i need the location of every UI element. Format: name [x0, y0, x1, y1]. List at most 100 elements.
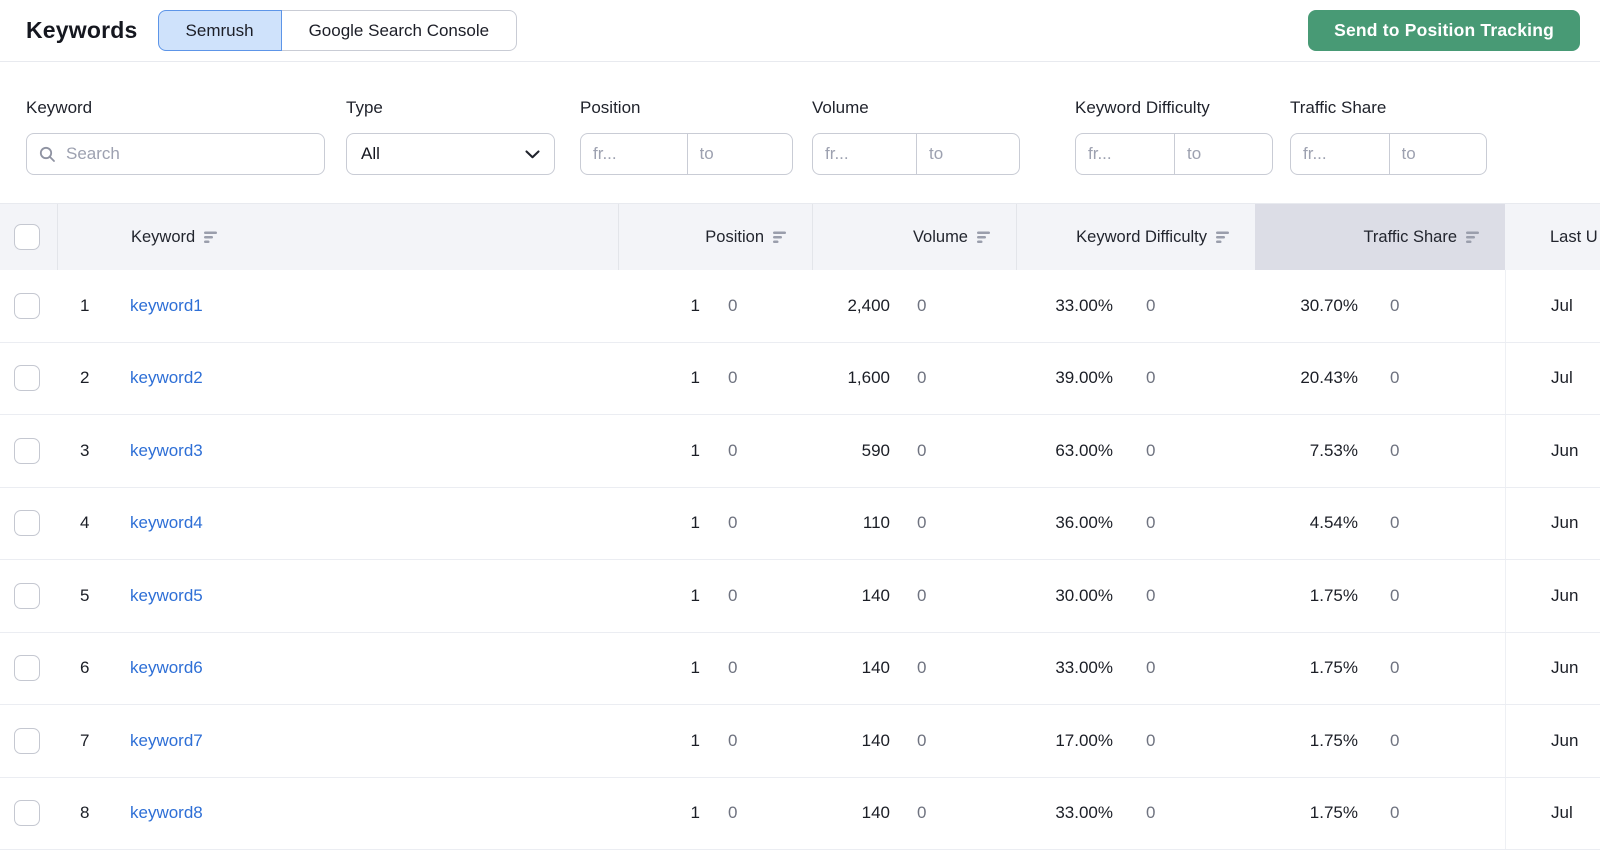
- row-checkbox-cell: [0, 778, 57, 850]
- keyword-link[interactable]: keyword1: [130, 295, 203, 315]
- volume-cell: 590 0: [812, 415, 1016, 487]
- keyword-link[interactable]: keyword3: [130, 440, 203, 460]
- table-row: 2 keyword2 1 0 1,600 0 39.00% 0 20.43% 0…: [0, 342, 1600, 415]
- search-icon: [39, 146, 55, 162]
- sort-icon[interactable]: [204, 231, 219, 244]
- tab-google-search-console[interactable]: Google Search Console: [281, 10, 518, 51]
- keyword-difficulty-diff: 0: [1146, 803, 1156, 823]
- filter-keyword-label: Keyword: [26, 98, 93, 117]
- position-to-input[interactable]: [686, 134, 792, 174]
- column-header-traffic-share[interactable]: Traffic Share: [1255, 204, 1505, 270]
- source-tabs: Semrush Google Search Console: [157, 10, 518, 51]
- volume-diff: 0: [917, 368, 927, 388]
- row-checkbox[interactable]: [14, 510, 40, 537]
- traffic-share-from-input[interactable]: [1291, 134, 1389, 174]
- column-header-keyword-difficulty[interactable]: Keyword Difficulty: [1016, 204, 1255, 270]
- keyword-difficulty-value: 17.00%: [1055, 730, 1113, 750]
- traffic-share-cell: 1.75% 0: [1255, 778, 1505, 850]
- last-update-cell: Jul: [1505, 270, 1600, 342]
- keyword-difficulty-cell: 30.00% 0: [1016, 560, 1255, 632]
- keyword-search-box: [26, 133, 325, 175]
- position-cell: 1 0: [618, 270, 812, 342]
- position-diff: 0: [728, 803, 738, 823]
- keyword-link[interactable]: keyword2: [130, 368, 203, 388]
- keyword-cell: 7 keyword7: [57, 705, 618, 777]
- volume-cell: 110 0: [812, 488, 1016, 560]
- row-checkbox-cell: [0, 633, 57, 705]
- sort-icon[interactable]: [1466, 231, 1481, 244]
- select-all-checkbox[interactable]: [14, 224, 40, 250]
- sort-icon[interactable]: [773, 231, 788, 244]
- position-cell: 1 0: [618, 778, 812, 850]
- traffic-share-to-input[interactable]: [1388, 134, 1486, 174]
- row-index: 7: [80, 730, 90, 750]
- chevron-down-icon: [525, 149, 540, 158]
- table-row: 6 keyword6 1 0 140 0 33.00% 0 1.75% 0 Ju…: [0, 632, 1600, 705]
- row-checkbox[interactable]: [14, 365, 40, 392]
- sort-icon[interactable]: [1216, 231, 1231, 244]
- volume-to-input[interactable]: [916, 134, 1019, 174]
- keyword-link[interactable]: keyword8: [130, 803, 203, 823]
- last-update-cell: Jul: [1505, 342, 1600, 414]
- filter-position-label: Position: [580, 98, 641, 117]
- volume-value: 140: [861, 803, 890, 823]
- traffic-share-cell: 7.53% 0: [1255, 415, 1505, 487]
- type-select[interactable]: All: [346, 133, 555, 175]
- column-header-last-update[interactable]: Last U: [1550, 227, 1598, 246]
- volume-diff: 0: [917, 730, 927, 750]
- keyword-cell: 4 keyword4: [57, 488, 618, 560]
- volume-value: 590: [861, 440, 890, 460]
- position-cell: 1 0: [618, 415, 812, 487]
- traffic-share-cell: 20.43% 0: [1255, 343, 1505, 415]
- keyword-difficulty-from-input[interactable]: [1076, 134, 1174, 174]
- position-from-input[interactable]: [581, 134, 687, 174]
- row-checkbox[interactable]: [14, 800, 40, 827]
- position-cell: 1 0: [618, 705, 812, 777]
- keyword-difficulty-to-input[interactable]: [1174, 134, 1272, 174]
- keyword-cell: 2 keyword2: [57, 343, 618, 415]
- table-row: 5 keyword5 1 0 140 0 30.00% 0 1.75% 0 Ju…: [0, 560, 1600, 633]
- traffic-share-diff: 0: [1390, 295, 1400, 315]
- keyword-link[interactable]: keyword6: [130, 658, 203, 678]
- column-header-keyword[interactable]: Keyword: [57, 204, 618, 270]
- keyword-difficulty-value: 36.00%: [1055, 513, 1113, 533]
- row-index: 2: [80, 368, 90, 388]
- keyword-link[interactable]: keyword7: [130, 730, 203, 750]
- last-update-cell: Jun: [1505, 632, 1600, 704]
- keyword-link[interactable]: keyword4: [130, 513, 203, 533]
- column-header-position[interactable]: Position: [618, 204, 812, 270]
- traffic-share-diff: 0: [1390, 658, 1400, 678]
- volume-cell: 2,400 0: [812, 270, 1016, 342]
- traffic-share-value: 4.54%: [1309, 513, 1358, 533]
- row-checkbox[interactable]: [14, 437, 40, 464]
- filter-traffic-share-label: Traffic Share: [1290, 98, 1387, 117]
- position-cell: 1 0: [618, 560, 812, 632]
- last-update-value: Jun: [1551, 658, 1579, 678]
- volume-range: [812, 133, 1020, 175]
- keyword-link[interactable]: keyword5: [130, 585, 203, 605]
- volume-diff: 0: [917, 658, 927, 678]
- sort-icon[interactable]: [977, 231, 992, 244]
- row-checkbox[interactable]: [14, 727, 40, 754]
- keyword-cell: 8 keyword8: [57, 778, 618, 850]
- keyword-difficulty-diff: 0: [1146, 440, 1156, 460]
- row-checkbox[interactable]: [14, 582, 40, 609]
- row-checkbox[interactable]: [14, 655, 40, 682]
- position-value: 1: [690, 585, 700, 605]
- filter-bar: Keyword Type All Position Volume: [0, 62, 1600, 203]
- volume-from-input[interactable]: [813, 134, 916, 174]
- send-to-position-tracking-button[interactable]: Send to Position Tracking: [1308, 10, 1580, 51]
- volume-value: 110: [862, 513, 890, 533]
- filter-keyword-difficulty: Keyword Difficulty: [1075, 98, 1273, 175]
- volume-cell: 140 0: [812, 705, 1016, 777]
- column-header-volume[interactable]: Volume: [812, 204, 1016, 270]
- tab-semrush[interactable]: Semrush: [157, 10, 282, 51]
- last-update-cell: Jun: [1505, 705, 1600, 777]
- filter-volume-label: Volume: [812, 98, 869, 117]
- position-cell: 1 0: [618, 488, 812, 560]
- row-checkbox[interactable]: [14, 292, 40, 319]
- keyword-difficulty-cell: 63.00% 0: [1016, 415, 1255, 487]
- table-header-row: Keyword Position Volume: [0, 203, 1600, 270]
- keyword-search-input[interactable]: [66, 144, 312, 164]
- traffic-share-diff: 0: [1390, 440, 1400, 460]
